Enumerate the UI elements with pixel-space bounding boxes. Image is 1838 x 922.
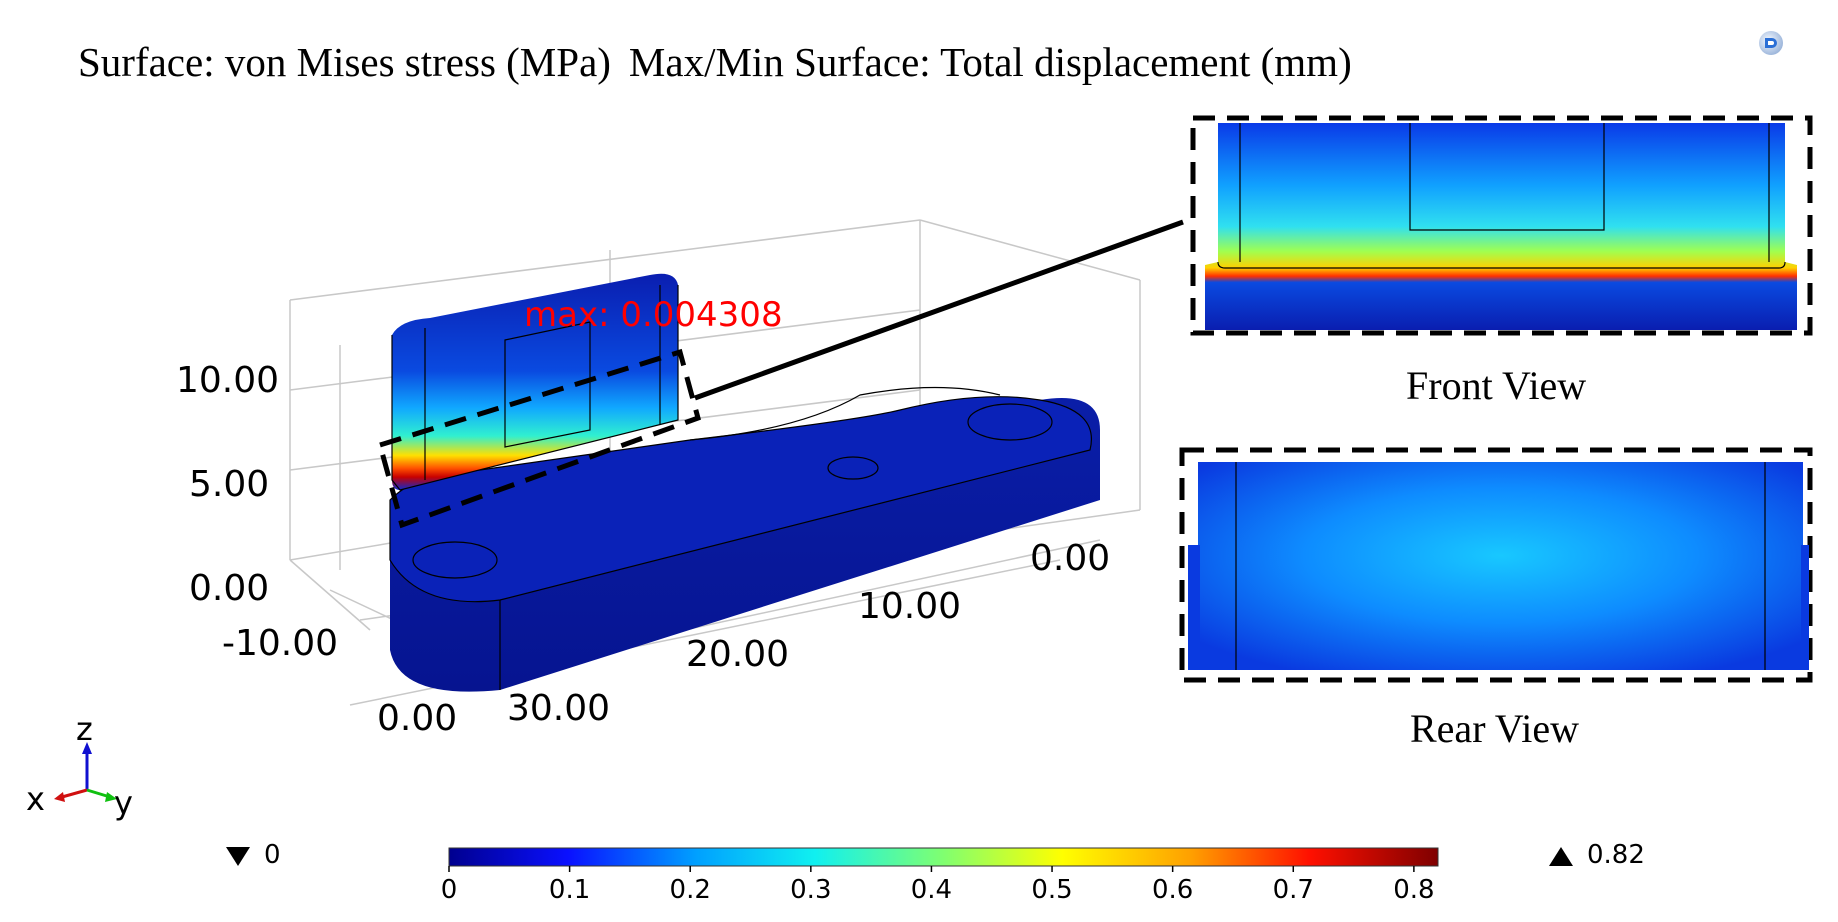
colorbar-tick-label: 0.8	[1393, 875, 1434, 905]
x-tick-label: 0.00	[377, 698, 457, 739]
plot-title: Surface: von Mises stress (MPa) Max/Min S…	[78, 38, 1352, 86]
colorbar-tick-label: 0.2	[670, 875, 711, 905]
colorbar-gradient	[448, 847, 1439, 867]
colorbar-tick-label: 0.5	[1031, 875, 1072, 905]
vertical-fin	[391, 273, 679, 491]
y-tick-label: 0.00	[1030, 538, 1110, 579]
min-marker-icon	[226, 847, 250, 866]
plot-title-surface: Surface: von Mises stress (MPa)	[78, 39, 611, 85]
colorbar-max-label: 0.82	[1587, 840, 1645, 870]
mount-hole-right	[967, 403, 1053, 441]
colorbar: 0 0.1 0.2 0.3 0.4 0.5 0.6 0.7 0.8	[226, 847, 1573, 905]
axis-triad: z x y	[26, 710, 133, 822]
x-tick-label: -10.00	[222, 623, 338, 664]
highlight-region	[376, 348, 702, 529]
colorbar-tick-label: 0.7	[1273, 875, 1314, 905]
base-plate	[389, 386, 1100, 692]
comsol-logo-icon[interactable]	[1758, 30, 1784, 56]
z-tick-label: 0.00	[189, 568, 269, 609]
z-tick-label: 10.00	[176, 360, 279, 401]
front-view-inset	[1190, 115, 1813, 336]
colorbar-tick-label: 0.1	[549, 875, 590, 905]
leader-line	[694, 219, 1184, 401]
y-tick-label: 10.00	[858, 586, 961, 627]
triad-y-label: y	[114, 784, 133, 822]
colorbar-tick-label: 0.6	[1152, 875, 1193, 905]
mount-hole-left	[412, 541, 498, 579]
y-tick-label: 30.00	[507, 688, 610, 729]
front-view-caption: Front View	[1406, 363, 1587, 408]
rear-view-inset	[1179, 447, 1813, 683]
colorbar-tick-label: 0.3	[790, 875, 831, 905]
plot-title-maxmin: Max/Min Surface: Total displacement (mm)	[628, 39, 1352, 85]
colorbar-min-label: 0	[264, 840, 281, 870]
z-tick-label: 5.00	[189, 464, 269, 505]
triad-z-label: z	[76, 710, 93, 748]
max-marker-icon	[1549, 847, 1573, 866]
y-tick-label: 20.00	[686, 634, 789, 675]
colorbar-tick-label: 0	[441, 875, 458, 905]
max-annotation: max: 0.004308	[524, 295, 783, 335]
triad-x-label: x	[26, 780, 45, 818]
rear-view-caption: Rear View	[1410, 706, 1580, 751]
mount-hole-middle	[827, 456, 879, 480]
colorbar-tick-label: 0.4	[911, 875, 952, 905]
